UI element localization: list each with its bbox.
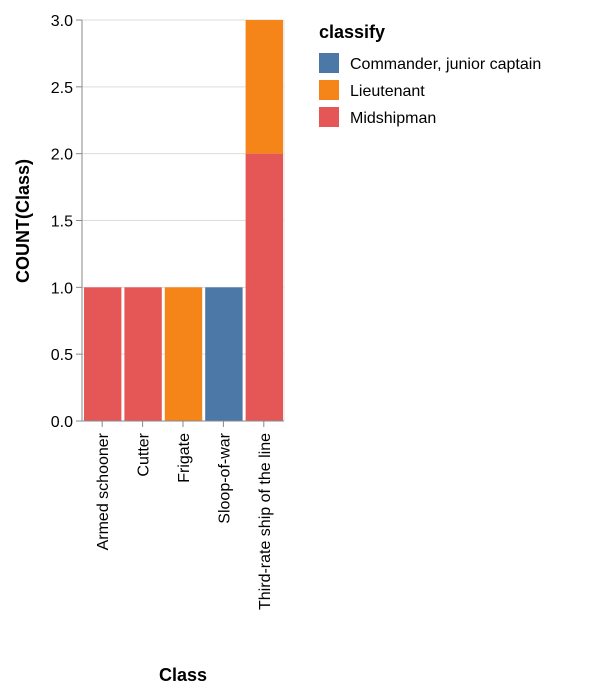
legend-swatch [319,53,339,73]
bars [84,20,283,421]
bar-lieutenant-frigate [164,287,203,421]
bar-lieutenant-third-rate-ship-of-the-line [245,20,283,154]
bar-commander-junior-captain-sloop-of-war [205,287,243,421]
legend-label: Commander, junior captain [350,56,541,73]
x-tick-label: Third-rate ship of the line [257,433,274,610]
y-tick-label: 1.5 [51,214,73,231]
x-tick-label: Cutter [136,432,153,476]
y-tick-label: 1.0 [51,280,73,297]
x-tick-label: Armed schooner [95,432,112,550]
y-tick-label: 3.0 [51,13,73,30]
bar-midshipman-third-rate-ship-of-the-line [245,153,283,421]
legend-title: classify [319,22,385,42]
x-axis-title: Class [159,665,207,685]
legend-swatch [319,107,339,127]
axes: 0.0 0.5 1.0 1.5 2.0 2.5 3.0 Armed schooner Cutte… [51,13,284,610]
y-tick-label: 2.5 [51,80,73,97]
y-tick-label: 0.5 [51,347,73,364]
bar-midshipman-cutter [124,287,162,421]
bar-midshipman-armed-schooner [84,287,122,421]
x-tick-label: Frigate [176,433,193,483]
legend-swatch [319,80,339,100]
legend: Commander, junior captain Lieutenant Midsh… [319,53,541,127]
y-tick-label: 2.0 [51,147,73,164]
y-tick-label: 0.0 [51,414,73,431]
x-tick-label: Sloop-of-war [216,432,233,523]
y-axis-title: COUNT(Class) [13,159,33,283]
legend-label: Lieutenant [350,83,425,100]
legend-label: Midshipman [350,110,436,127]
